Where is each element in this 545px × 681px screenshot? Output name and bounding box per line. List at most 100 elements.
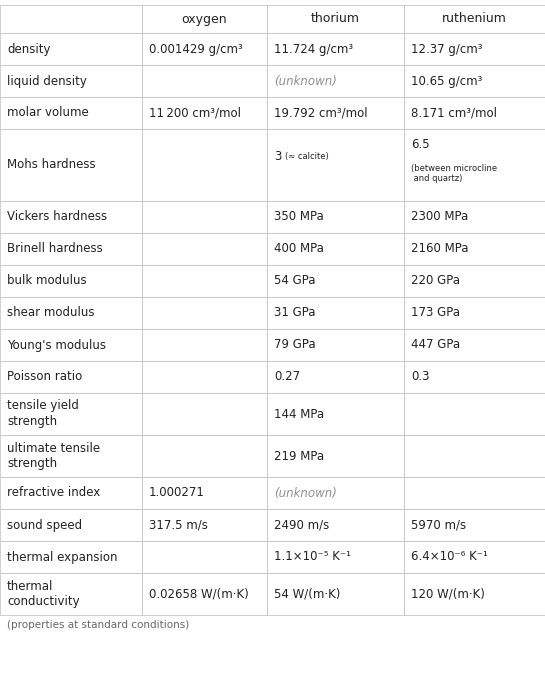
Bar xyxy=(267,329,404,361)
Bar xyxy=(0,129,142,201)
Text: (properties at standard conditions): (properties at standard conditions) xyxy=(7,620,189,630)
Bar xyxy=(142,509,267,541)
Bar xyxy=(267,265,404,297)
Bar xyxy=(267,97,404,129)
Bar xyxy=(404,201,545,233)
Text: refractive index: refractive index xyxy=(7,486,100,499)
Text: 8.171 cm³/mol: 8.171 cm³/mol xyxy=(411,106,497,119)
Bar xyxy=(142,5,267,33)
Bar xyxy=(267,509,404,541)
Bar xyxy=(404,509,545,541)
Text: 19.792 cm³/mol: 19.792 cm³/mol xyxy=(274,106,368,119)
Text: 11.724 g/cm³: 11.724 g/cm³ xyxy=(274,42,353,55)
Text: tensile yield
strength: tensile yield strength xyxy=(7,400,79,428)
Bar xyxy=(142,573,267,615)
Bar xyxy=(142,33,267,65)
Bar xyxy=(142,393,267,435)
Text: Brinell hardness: Brinell hardness xyxy=(7,242,103,255)
Text: (between microcline
 and quartz): (between microcline and quartz) xyxy=(411,163,497,183)
Text: liquid density: liquid density xyxy=(7,74,87,87)
Text: (unknown): (unknown) xyxy=(274,74,337,87)
Text: 0.27: 0.27 xyxy=(274,370,300,383)
Text: 0.02658 W/(m·K): 0.02658 W/(m·K) xyxy=(149,588,249,601)
Bar xyxy=(404,265,545,297)
Text: 31 GPa: 31 GPa xyxy=(274,306,316,319)
Text: 0.001429 g/cm³: 0.001429 g/cm³ xyxy=(149,42,243,55)
Bar xyxy=(142,265,267,297)
Text: (≈ calcite): (≈ calcite) xyxy=(285,152,329,161)
Text: thermal
conductivity: thermal conductivity xyxy=(7,580,80,609)
Text: 173 GPa: 173 GPa xyxy=(411,306,460,319)
Bar xyxy=(142,65,267,97)
Bar xyxy=(0,97,142,129)
Bar xyxy=(404,129,545,201)
Bar xyxy=(267,541,404,573)
Bar xyxy=(0,33,142,65)
Text: 2300 MPa: 2300 MPa xyxy=(411,210,468,223)
Bar xyxy=(404,33,545,65)
Text: 54 W/(m·K): 54 W/(m·K) xyxy=(274,588,341,601)
Text: ultimate tensile
strength: ultimate tensile strength xyxy=(7,441,100,471)
Bar xyxy=(0,297,142,329)
Bar xyxy=(404,361,545,393)
Bar xyxy=(267,129,404,201)
Text: bulk modulus: bulk modulus xyxy=(7,274,87,287)
Text: Vickers hardness: Vickers hardness xyxy=(7,210,107,223)
Text: (unknown): (unknown) xyxy=(274,486,337,499)
Bar xyxy=(0,201,142,233)
Bar xyxy=(267,201,404,233)
Bar xyxy=(142,477,267,509)
Bar xyxy=(404,393,545,435)
Text: Young's modulus: Young's modulus xyxy=(7,338,106,351)
Bar xyxy=(0,5,142,33)
Bar xyxy=(404,233,545,265)
Bar xyxy=(404,573,545,615)
Bar xyxy=(0,329,142,361)
Bar xyxy=(267,233,404,265)
Bar xyxy=(267,393,404,435)
Bar xyxy=(142,297,267,329)
Text: 1.000271: 1.000271 xyxy=(149,486,205,499)
Text: 447 GPa: 447 GPa xyxy=(411,338,460,351)
Bar xyxy=(0,361,142,393)
Bar xyxy=(267,65,404,97)
Text: 6.4×10⁻⁶ K⁻¹: 6.4×10⁻⁶ K⁻¹ xyxy=(411,550,488,563)
Bar xyxy=(404,477,545,509)
Text: 54 GPa: 54 GPa xyxy=(274,274,316,287)
Bar xyxy=(404,5,545,33)
Bar xyxy=(0,541,142,573)
Text: Mohs hardness: Mohs hardness xyxy=(7,159,95,172)
Text: 1.1×10⁻⁵ K⁻¹: 1.1×10⁻⁵ K⁻¹ xyxy=(274,550,351,563)
Text: 5970 m/s: 5970 m/s xyxy=(411,518,466,531)
Text: oxygen: oxygen xyxy=(181,12,227,25)
Text: 219 MPa: 219 MPa xyxy=(274,449,324,462)
Bar xyxy=(0,573,142,615)
Text: 317.5 m/s: 317.5 m/s xyxy=(149,518,208,531)
Text: 220 GPa: 220 GPa xyxy=(411,274,460,287)
Text: ruthenium: ruthenium xyxy=(442,12,507,25)
Text: 79 GPa: 79 GPa xyxy=(274,338,316,351)
Bar xyxy=(404,297,545,329)
Bar xyxy=(404,435,545,477)
Bar xyxy=(267,435,404,477)
Bar xyxy=(142,541,267,573)
Text: 3: 3 xyxy=(274,150,281,163)
Text: sound speed: sound speed xyxy=(7,518,82,531)
Bar xyxy=(0,65,142,97)
Bar xyxy=(0,265,142,297)
Bar xyxy=(404,97,545,129)
Bar xyxy=(0,233,142,265)
Bar xyxy=(267,477,404,509)
Text: 0.3: 0.3 xyxy=(411,370,429,383)
Text: 12.37 g/cm³: 12.37 g/cm³ xyxy=(411,42,482,55)
Bar xyxy=(267,5,404,33)
Text: molar volume: molar volume xyxy=(7,106,89,119)
Text: 2160 MPa: 2160 MPa xyxy=(411,242,469,255)
Text: 144 MPa: 144 MPa xyxy=(274,407,324,420)
Text: density: density xyxy=(7,42,51,55)
Text: 2490 m/s: 2490 m/s xyxy=(274,518,329,531)
Text: 6.5: 6.5 xyxy=(411,138,429,151)
Bar xyxy=(404,541,545,573)
Text: 11 200 cm³/mol: 11 200 cm³/mol xyxy=(149,106,241,119)
Bar xyxy=(267,573,404,615)
